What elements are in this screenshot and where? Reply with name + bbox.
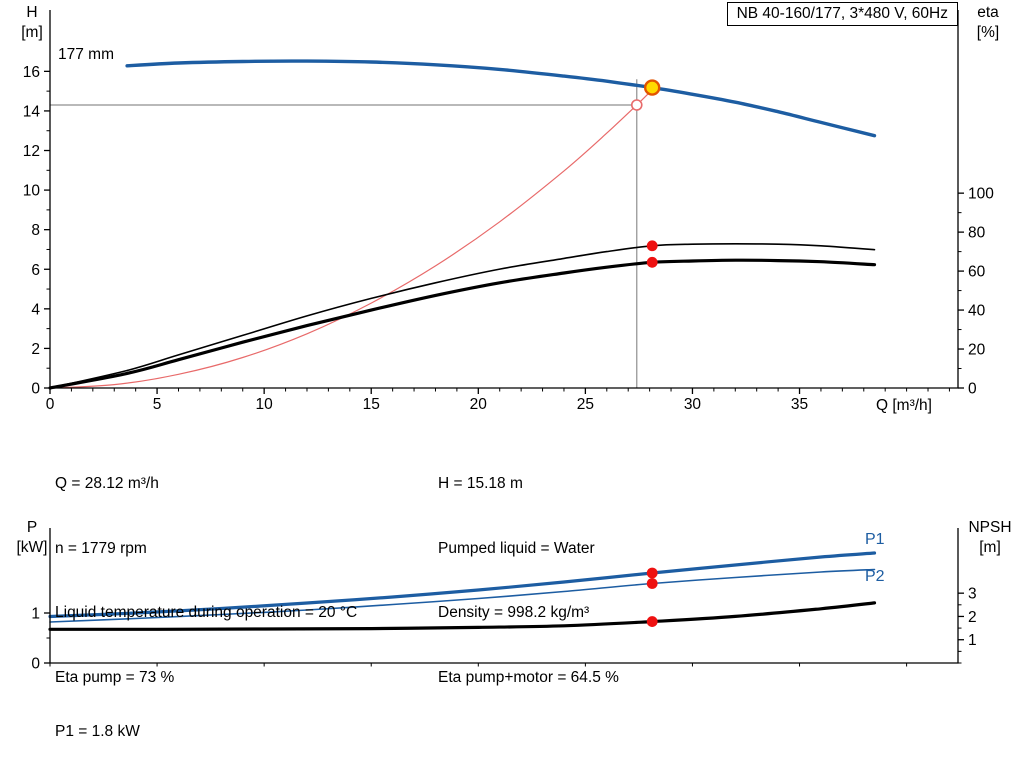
left-axis-tick-label: 2 [31, 341, 40, 358]
npsh-axis-header: NPSH [m] [960, 518, 1020, 558]
left-axis-tick-label: 6 [31, 262, 40, 279]
p2-curve-label: P2 [865, 568, 885, 585]
x-tick-label: 20 [470, 396, 488, 413]
left-axis-tick-label: 0 [31, 381, 40, 398]
p2-curve [49, 568, 876, 623]
pumped-liquid-value: Pumped liquid = Water [438, 539, 595, 557]
npsh-curve [48, 601, 877, 631]
p1-value: P1 = 1.8 kW [55, 723, 140, 740]
system-curve [49, 85, 657, 389]
p2-point [646, 578, 658, 589]
pump-title-box: NB 40-160/177, 3*480 V, 60Hz [726, 2, 958, 26]
power-data: P1 = 1.8 kW P2 = 1.59 kW NPSH = 1.78 m M… [55, 677, 409, 781]
x-tick-label: 35 [791, 396, 808, 413]
duty-point [630, 99, 643, 111]
pump-curve-177mm [125, 59, 877, 138]
npsh-axis-title: NPSH [968, 519, 1012, 536]
eta-pump-value: Eta pump = 73 % [55, 668, 175, 686]
operating-point [643, 79, 661, 96]
left-axis-tick-label: 4 [31, 301, 40, 318]
q-axis-label: Q [m³/h] [876, 397, 932, 414]
right-axis-tick-label: 60 [968, 264, 986, 281]
left-axis-tick-label: 12 [23, 143, 40, 160]
axis-frame [49, 10, 959, 389]
right-axis-tick-label: 20 [968, 342, 986, 359]
npsh-axis-unit: [m] [979, 539, 1001, 556]
p1-curve-label: P1 [865, 531, 885, 548]
left-axis-tick-label: 10 [23, 183, 41, 200]
x-tick-label: 25 [577, 396, 594, 413]
eta-pump-motor-value: Eta pump+motor = 64.5 % [438, 668, 619, 686]
power-npsh-chart: 0 1 1 2 3 [31, 528, 977, 673]
density-value: Density = 998.2 kg/m³ [438, 604, 590, 621]
p1-point [646, 567, 658, 579]
impeller-diameter-label: 177 mm [58, 46, 114, 63]
npsh-point [646, 616, 658, 627]
h-value: H = 15.18 m [438, 475, 523, 492]
right-axis-tick-label: 1 [968, 632, 977, 649]
axis-frame [49, 528, 959, 664]
eta-pump-point [646, 240, 658, 252]
left-axis-tick-label: 8 [31, 222, 40, 239]
left-axis-tick-label: 0 [31, 656, 40, 673]
p-axis-unit: [kW] [16, 539, 48, 556]
h-axis-header: H [m] [10, 3, 54, 43]
left-axis-tick-label: 16 [23, 64, 40, 81]
right-axis-tick-label: 3 [968, 586, 977, 603]
left-axis-tick-label: 1 [31, 606, 40, 623]
eta-axis-title: eta [977, 4, 999, 21]
h-axis-unit: [m] [21, 24, 43, 41]
x-tick-label: 10 [256, 396, 274, 413]
h-axis-title: H [26, 4, 38, 21]
right-axis-tick-label: 2 [968, 609, 977, 626]
x-tick-label: 30 [684, 396, 702, 413]
eta-pump-motor-curve [48, 258, 877, 390]
p-axis-header: P [kW] [10, 518, 54, 558]
right-axis-tick-label: 40 [968, 303, 986, 320]
eta-pump-curve [49, 242, 876, 389]
left-axis-tick-label: 14 [23, 103, 41, 120]
speed-value: n = 1779 rpm [55, 539, 147, 557]
eta-pump-motor-point [646, 256, 658, 268]
eta-axis-unit: [%] [976, 24, 1000, 41]
x-tick-label: 15 [363, 396, 380, 413]
liquid-temperature-value: Liquid temperature during operation = 20… [55, 604, 358, 621]
q-value: Q = 28.12 m³/h [55, 475, 159, 492]
right-axis-tick-label: 100 [968, 186, 994, 203]
x-tick-label: 0 [46, 396, 55, 413]
p1-curve [48, 551, 877, 619]
p-axis-title: P [26, 519, 38, 536]
operating-data-left: Q = 28.12 m³/h n = 1779 rpm Liquid tempe… [55, 430, 357, 731]
operating-data-right: H = 15.18 m Pumped liquid = Water Densit… [438, 430, 619, 731]
eta-axis-header: eta [%] [962, 3, 1014, 43]
x-tick-label: 5 [153, 396, 162, 413]
qh-chart: 0 5 10 15 20 25 30 35 0 2 4 6 8 10 12 14 16 0 20 40 60 80 100 [23, 10, 994, 413]
right-axis-tick-label: 80 [968, 225, 986, 242]
right-axis-tick-label: 0 [968, 381, 977, 398]
